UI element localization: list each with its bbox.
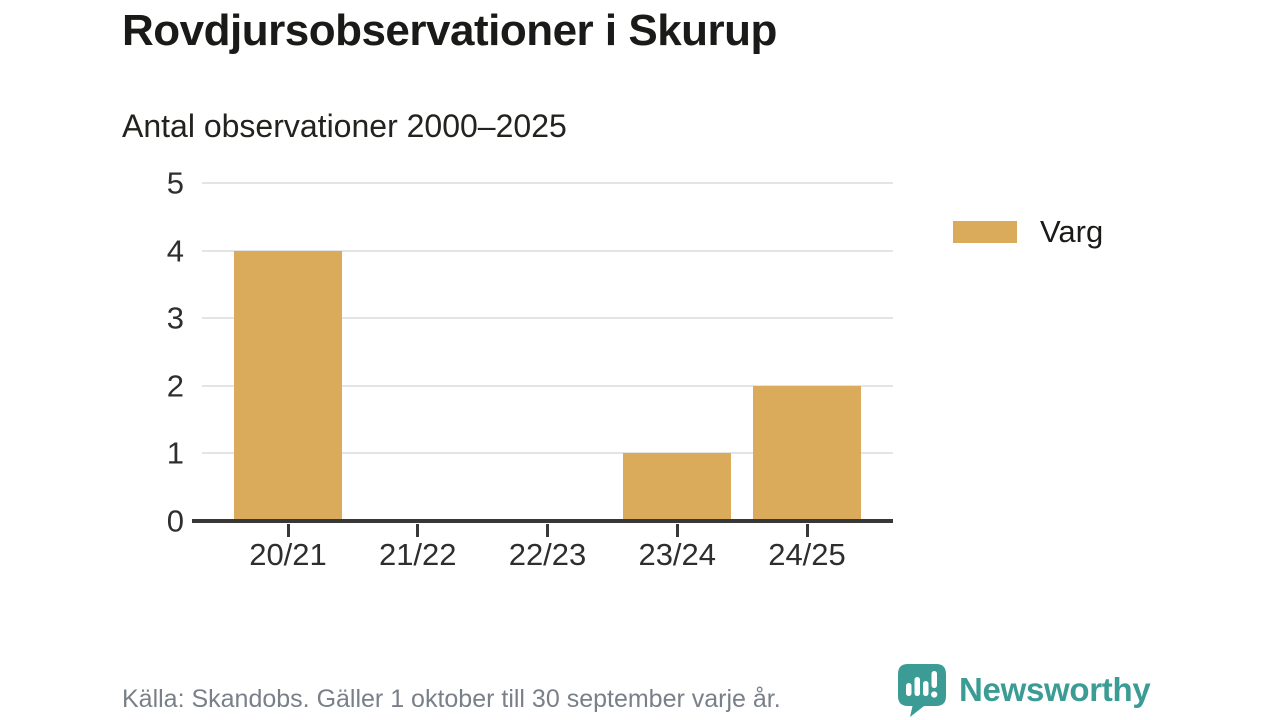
plot-area: 20/21 21/22 22/23 23/24 24/25 <box>192 182 893 572</box>
bar <box>234 250 342 521</box>
gridline <box>202 384 893 387</box>
gridline <box>202 452 893 455</box>
y-tick-label: 0 <box>166 503 184 539</box>
chart-subtitle: Antal observationer 2000–2025 <box>122 108 567 144</box>
gridline <box>202 317 893 320</box>
x-axis-tick <box>675 524 679 537</box>
legend: Varg <box>953 214 1103 250</box>
x-tick-label: 22/23 <box>508 537 587 572</box>
y-tick-label: 4 <box>166 233 184 269</box>
source-note: Källa: Skandobs. Gäller 1 oktober till 3… <box>122 685 781 713</box>
y-tick-label: 3 <box>166 300 184 336</box>
x-tick-label: 20/21 <box>249 537 327 572</box>
x-axis-tick <box>416 524 420 537</box>
legend-label: Varg <box>1040 214 1104 249</box>
y-tick-label: 2 <box>166 368 184 404</box>
x-tick-label: 21/22 <box>378 537 457 572</box>
y-tick-label: 5 <box>166 165 184 201</box>
y-tick-label: 1 <box>166 435 184 471</box>
gridline <box>202 249 893 252</box>
legend-swatch <box>953 221 1017 243</box>
bar <box>753 385 861 521</box>
speech-bubble-bar-chart-icon <box>898 664 948 720</box>
y-axis: 0 1 2 3 4 5 <box>100 168 184 537</box>
x-tick-label: 24/25 <box>768 537 846 572</box>
x-tick-label: 23/24 <box>638 537 717 572</box>
brand-name: Newsworthy <box>959 671 1151 708</box>
x-axis-tick <box>546 524 549 537</box>
gridline <box>202 182 893 184</box>
x-axis-tick <box>805 524 809 537</box>
bar <box>623 453 732 521</box>
x-axis-tick <box>286 524 290 537</box>
x-axis-line <box>192 519 893 523</box>
brand-logo: Newsworthy <box>898 664 1151 720</box>
chart-title: Rovdjursobservationer i Skurup <box>122 6 777 55</box>
